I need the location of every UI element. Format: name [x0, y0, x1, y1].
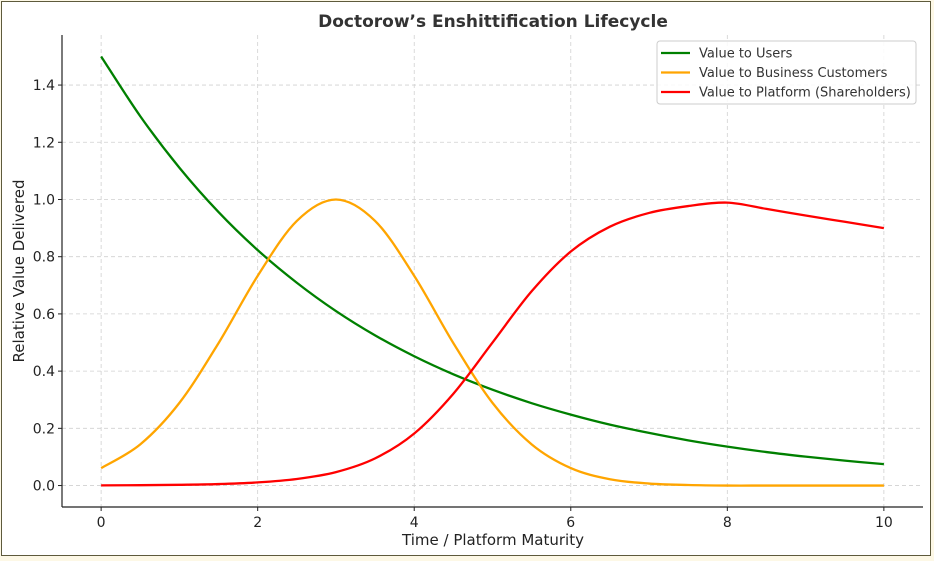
series-line-value-to-business-customers — [100, 198, 884, 487]
y-tick-label: 0.6 — [33, 307, 55, 323]
legend-box — [656, 40, 917, 105]
x-tick-label: 6 — [566, 515, 575, 531]
y-tick-label: 1.2 — [33, 135, 55, 151]
x-tick-label: 2 — [253, 515, 262, 531]
x-tick-label: 0 — [97, 515, 106, 531]
x-tick-label: 8 — [723, 515, 732, 531]
x-axis-label: Time / Platform Maturity — [401, 531, 584, 549]
y-tick-label: 0.2 — [33, 421, 55, 437]
series-lines — [100, 55, 885, 487]
legend: Value to Users Value to Business Customer… — [656, 40, 917, 105]
chart-title: Doctorow’s Enshittification Lifecycle — [318, 12, 668, 32]
legend-label: Value to Users — [699, 47, 793, 62]
y-tick-label: 0.8 — [33, 250, 55, 266]
series-line-value-to-platform-shareholders- — [101, 201, 885, 487]
legend-label: Value to Platform (Shareholders) — [699, 86, 911, 101]
x-tick-label: 4 — [410, 515, 419, 531]
axes: 0 2 4 6 8 10 0.0 0.2 0.4 0.6 0.8 1.0 1.2 1.4 — [33, 35, 923, 531]
y-tick-label: 0.4 — [33, 364, 55, 380]
y-tick-label: 0.0 — [33, 479, 55, 495]
series-line-value-to-users — [100, 55, 884, 466]
legend-label: Value to Business Customers — [699, 66, 888, 81]
grid — [62, 35, 923, 507]
y-tick-label: 1.4 — [33, 78, 55, 94]
x-tick-label: 10 — [875, 515, 893, 531]
y-axis-label: Relative Value Delivered — [10, 179, 28, 362]
y-tick-label: 1.0 — [33, 192, 55, 208]
